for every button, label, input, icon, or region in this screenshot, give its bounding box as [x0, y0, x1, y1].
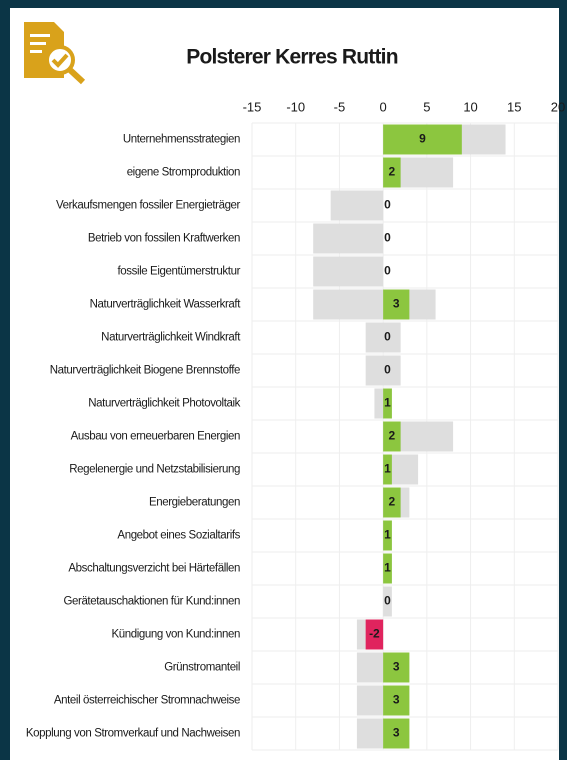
x-tick-label: 15 — [507, 99, 521, 114]
value-label: 2 — [389, 165, 396, 179]
range-bar — [330, 190, 384, 221]
x-tick-label: 10 — [463, 99, 477, 114]
y-tick-label: Naturverträglichkeit Windkraft — [101, 332, 241, 344]
value-bar — [383, 553, 392, 584]
value-label: 3 — [393, 297, 400, 311]
value-bar — [383, 289, 410, 320]
y-tick-label: Betrieb von fossilen Kraftwerken — [88, 233, 240, 245]
y-tick-label: Ausbau von erneuerbaren Energien — [71, 431, 240, 443]
value-bar — [383, 487, 401, 518]
value-bar — [383, 652, 410, 683]
range-bar — [313, 223, 384, 254]
value-bar — [383, 685, 410, 716]
value-bar — [383, 520, 392, 551]
y-tick-label: Verkaufsmengen fossiler Energieträger — [56, 200, 241, 212]
y-tick-label: Angebot eines Sozialtarifs — [117, 530, 240, 542]
x-tick-label: -15 — [243, 99, 262, 114]
value-bar — [383, 454, 392, 485]
x-tick-label: -5 — [334, 99, 346, 114]
range-bar — [365, 322, 401, 353]
value-bar — [365, 619, 384, 650]
value-bar — [383, 421, 401, 452]
y-tick-label: fossile Eigentümerstruktur — [117, 266, 240, 278]
y-tick-label: Naturverträglichkeit Photovoltaik — [88, 398, 240, 410]
range-bar — [313, 256, 384, 287]
value-label: 2 — [389, 429, 396, 443]
y-tick-label: Abschaltungsverzicht bei Härtefällen — [68, 563, 240, 575]
value-bar — [383, 388, 392, 419]
value-label: 0 — [384, 231, 391, 245]
value-label: -2 — [369, 627, 380, 641]
value-label: 1 — [384, 561, 391, 575]
value-label: 9 — [419, 132, 426, 146]
range-bar — [313, 289, 436, 320]
y-tick-label: Naturverträglichkeit Wasserkraft — [90, 299, 242, 311]
y-tick-label: Regelenergie und Netzstabilisierung — [69, 464, 240, 476]
value-label: 3 — [393, 693, 400, 707]
x-tick-label: 0 — [380, 99, 387, 114]
y-tick-label: Kopplung von Stromverkauf und Nachweisen — [26, 728, 240, 740]
x-tick-label: 20 — [551, 99, 565, 114]
x-tick-label: -10 — [286, 99, 305, 114]
value-bar — [383, 157, 401, 188]
value-label: 0 — [384, 198, 391, 212]
icon — [24, 22, 86, 85]
value-label: 3 — [393, 660, 400, 674]
value-label: 0 — [384, 594, 391, 608]
value-label: 1 — [384, 396, 391, 410]
y-tick-label: Grünstromanteil — [164, 662, 240, 674]
y-tick-label: Unternehmensstrategien — [123, 134, 240, 146]
y-tick-label: Gerätetauschaktionen für Kund:innen — [63, 596, 240, 608]
value-label: 3 — [393, 726, 400, 740]
value-label: 0 — [384, 330, 391, 344]
value-label: 2 — [389, 495, 396, 509]
value-label: 1 — [384, 462, 391, 476]
chart-title: Polsterer Kerres Ruttin — [186, 46, 398, 69]
range-bar — [383, 586, 392, 617]
y-tick-label: Naturverträglichkeit Biogene Brennstoffe — [50, 365, 240, 377]
value-label: 1 — [384, 528, 391, 542]
panel — [10, 8, 559, 760]
y-tick-label: Energieberatungen — [149, 497, 240, 509]
value-label: 0 — [384, 264, 391, 278]
y-tick-label: Anteil österreichischer Stromnachweise — [54, 695, 240, 707]
value-bar — [383, 124, 462, 155]
value-label: 0 — [384, 363, 391, 377]
value-bar — [383, 718, 410, 749]
y-tick-label: eigene Stromproduktion — [127, 167, 240, 179]
x-tick-label: 5 — [423, 99, 430, 114]
y-tick-label: Kündigung von Kund:innen — [111, 629, 240, 641]
range-bar — [365, 355, 401, 386]
